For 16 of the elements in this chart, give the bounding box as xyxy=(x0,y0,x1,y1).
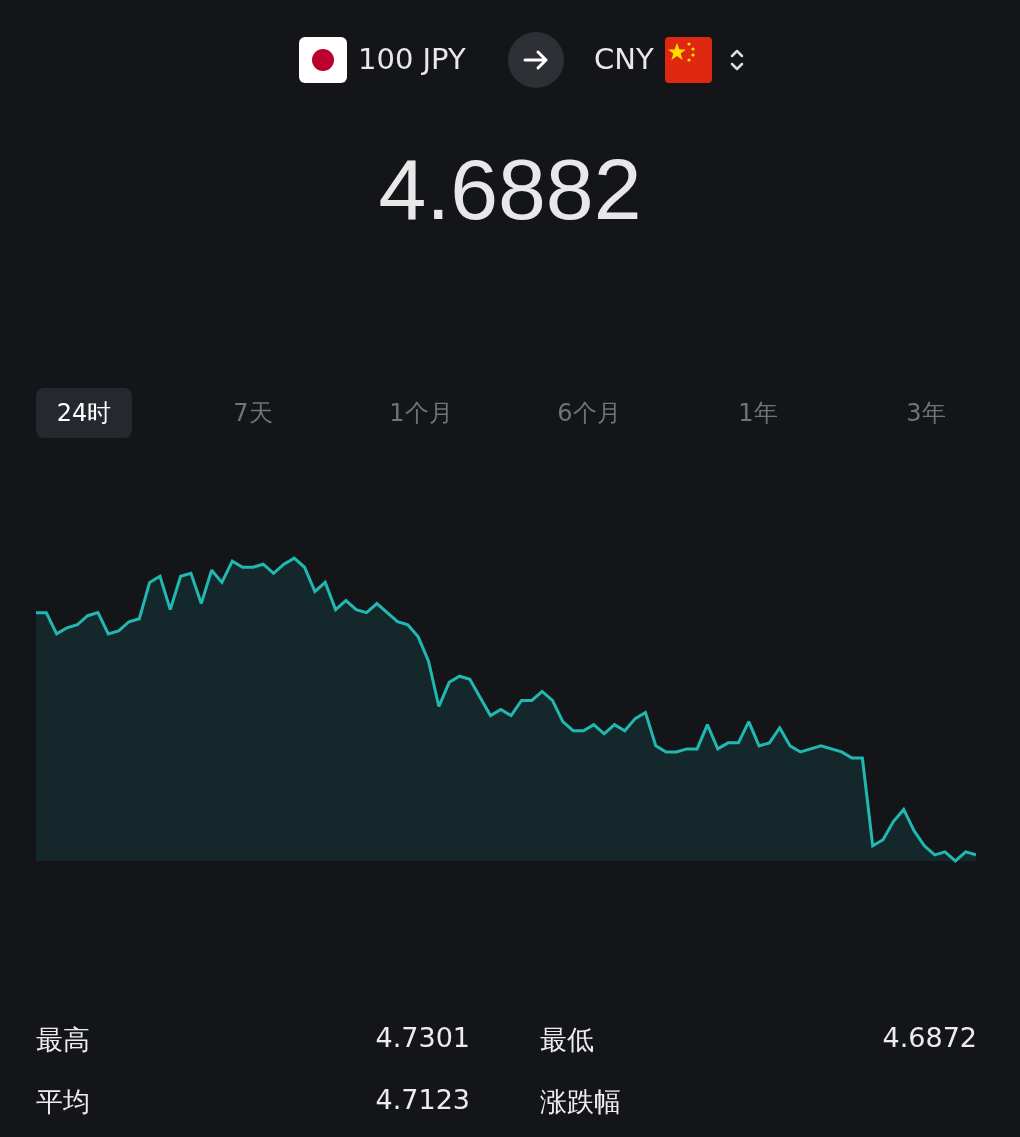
text: 涨跌幅 xyxy=(540,1085,621,1119)
text: 4.7301 xyxy=(375,1022,470,1053)
text: 3年 xyxy=(905,398,947,429)
text: 24时 xyxy=(36,388,132,438)
text: CNY xyxy=(594,42,654,76)
text: 最高 xyxy=(36,1023,90,1057)
text: 最低 xyxy=(540,1023,594,1057)
text: 1年 xyxy=(737,398,779,429)
text: 7天 xyxy=(232,398,274,429)
text: 4.7123 xyxy=(375,1084,470,1115)
text: 平均 xyxy=(36,1085,90,1119)
text: 100 JPY xyxy=(358,42,466,76)
text: 6个月 xyxy=(556,398,622,429)
text: 4.6872 xyxy=(882,1022,977,1053)
text: 1个月 xyxy=(388,398,454,429)
chart-title: 4.6882 xyxy=(377,140,643,239)
